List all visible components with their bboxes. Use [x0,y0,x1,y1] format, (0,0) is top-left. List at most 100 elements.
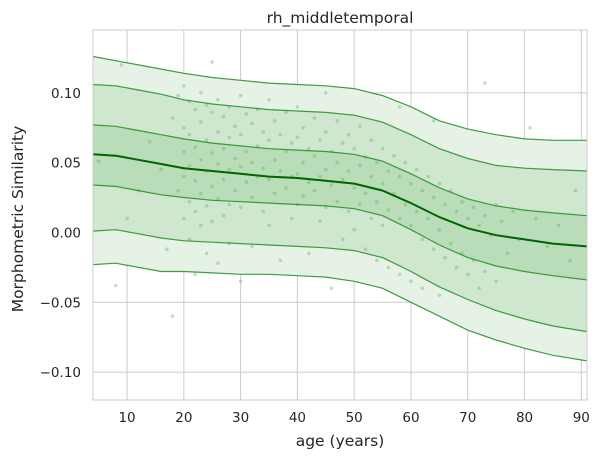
scatter-point [210,219,214,224]
scatter-point [278,169,283,173]
scatter-point [278,258,283,263]
band-p25-p75 [93,124,587,280]
scatter-point [397,272,402,277]
scatter-point [261,209,266,214]
centile-line-p50 [92,153,588,248]
scatter-point [346,209,351,214]
scatter-point [187,132,192,137]
scatter-point [238,93,243,98]
scatter-point [341,237,345,242]
scatter-point [96,159,101,163]
scatter-point [454,209,459,214]
x-tick-label: 20 [175,410,192,426]
scatter-point [221,213,226,218]
scatter-point [420,237,425,242]
scatter-point [267,177,271,182]
scatter-point [375,199,379,204]
y-tick-label: 0.00 [51,225,81,241]
scatter-point [148,139,152,144]
scatter-points [96,60,578,319]
scatter-point [426,174,430,179]
y-tick-label: −0.05 [40,295,81,311]
scatter-point [341,141,345,145]
scatter-point [443,255,447,260]
scatter-point [341,177,345,182]
scatter-point [534,216,538,221]
scatter-point [170,116,175,120]
scatter-point [477,286,481,291]
centile-line-p95 [92,83,588,172]
scatter-point [159,167,163,172]
scatter-point [312,188,317,193]
scatter-point [250,121,254,126]
scatter-point [511,209,515,214]
scatter-point [454,265,459,270]
scatter-point [375,160,379,165]
scatter-point [448,241,453,246]
scatter-point [199,223,203,228]
scatter-point [346,132,351,137]
scatter-point [227,167,232,172]
scatter-point [193,209,197,214]
x-tick-label: 80 [516,410,533,426]
scatter-point [204,138,209,143]
scatter-point [278,132,283,137]
scatter-point [335,199,340,204]
scatter-point [437,227,442,232]
scatter-point [199,120,203,124]
y-tick-label: 0.05 [51,156,81,172]
scatter-point [528,125,532,130]
scatter-point [221,146,226,151]
scatter-point [182,125,186,130]
scatter-point [227,135,232,140]
scatter-point [397,216,402,221]
plot-frame [92,29,588,401]
y-tick-label: −0.10 [40,365,81,381]
scatter-point [113,283,118,288]
scatter-point [295,172,300,176]
scatter-point [244,180,249,184]
scatter-point [267,138,271,143]
scatter-point [352,186,357,190]
scatter-point [363,191,368,196]
scatter-point [409,279,413,284]
chart-title: rh_middletemporal [267,9,414,28]
scatter-point [199,158,203,162]
scatter-point [267,98,271,102]
scatter-point [301,160,305,165]
scatter-point [420,286,425,291]
scatter-point [392,153,396,158]
scatter-point [307,251,311,256]
scatter-point [494,279,498,284]
scatter-point [352,227,357,232]
centile-line-p75 [92,124,588,217]
band-p75-p95 [93,84,587,216]
scatter-point [210,110,214,115]
scatter-point [431,195,436,200]
scatter-point [386,265,391,270]
scatter-point [443,202,447,207]
scatter-point [216,261,220,266]
scatter-point [397,105,402,109]
scatter-point [165,247,169,251]
scatter-point [335,160,340,165]
scatter-point [477,223,481,228]
scatter-point [182,216,186,221]
centile-lines [92,55,588,362]
scatter-point [324,91,328,95]
centile-line-p25 [92,184,588,281]
scatter-point [119,63,124,67]
scatter-point [187,199,192,204]
scatter-point [216,98,220,102]
scatter-point [261,166,266,170]
x-tick-label: 10 [118,410,135,426]
scatter-point [250,244,254,249]
scatter-point [193,179,197,183]
x-tick-label: 90 [573,410,590,426]
scatter-point [216,130,220,134]
scatter-point [238,279,243,284]
scatter-point [460,199,464,204]
scatter-point [295,105,300,109]
scatter-point [318,219,322,224]
